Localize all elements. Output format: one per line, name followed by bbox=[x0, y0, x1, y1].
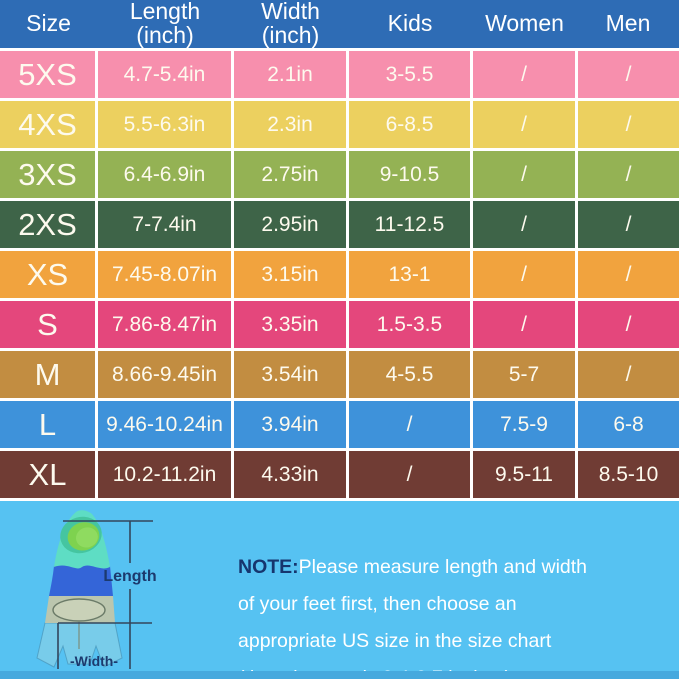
width-cell: 4.33in bbox=[234, 451, 346, 498]
table-row: L 9.46-10.24in 3.94in / 7.5-9 6-8 bbox=[0, 401, 679, 448]
kids-cell: / bbox=[349, 401, 470, 448]
women-cell: 9.5-11 bbox=[473, 451, 575, 498]
women-cell: / bbox=[473, 51, 575, 98]
length-cell: 10.2-11.2in bbox=[98, 451, 231, 498]
kids-cell: 13-1 bbox=[349, 251, 470, 298]
length-cell: 8.66-9.45in bbox=[98, 351, 231, 398]
men-cell: / bbox=[578, 251, 679, 298]
size-cell: L bbox=[0, 401, 95, 448]
women-cell: 5-7 bbox=[473, 351, 575, 398]
table-row: S 7.86-8.47in 3.35in 1.5-3.5 / / bbox=[0, 301, 679, 348]
bottom-strip bbox=[0, 671, 679, 679]
table-row: XS 7.45-8.07in 3.15in 13-1 / / bbox=[0, 251, 679, 298]
table-row: 5XS 4.7-5.4in 2.1in 3-5.5 / / bbox=[0, 51, 679, 98]
length-cell: 7-7.4in bbox=[98, 201, 231, 248]
size-cell: M bbox=[0, 351, 95, 398]
kids-cell: / bbox=[349, 451, 470, 498]
length-cell: 5.5-6.3in bbox=[98, 101, 231, 148]
length-cell: 7.45-8.07in bbox=[98, 251, 231, 298]
length-cell: 9.46-10.24in bbox=[98, 401, 231, 448]
header-women: Women bbox=[485, 10, 564, 37]
fin-size-table: Size Length (inch) Width (inch) Kids Wom… bbox=[0, 0, 679, 498]
size-cell: XS bbox=[0, 251, 95, 298]
table-row: 3XS 6.4-6.9in 2.75in 9-10.5 / / bbox=[0, 151, 679, 198]
header-width: Width (inch) bbox=[261, 0, 320, 48]
men-cell: 8.5-10 bbox=[578, 451, 679, 498]
length-measure-line bbox=[58, 520, 153, 624]
table-header-row: Size Length (inch) Width (inch) Kids Wom… bbox=[0, 0, 679, 48]
size-cell: XL bbox=[0, 451, 95, 498]
header-kids: Kids bbox=[387, 10, 433, 37]
women-cell: / bbox=[473, 101, 575, 148]
width-cell: 3.54in bbox=[234, 351, 346, 398]
note-paragraph: NOTE:Please measure length and width of … bbox=[238, 512, 658, 679]
size-cell: 2XS bbox=[0, 201, 95, 248]
length-cell: 7.86-8.47in bbox=[98, 301, 231, 348]
fin-sole-ring bbox=[52, 598, 106, 622]
size-cell: S bbox=[0, 301, 95, 348]
women-cell: / bbox=[473, 301, 575, 348]
note-section: Length -Width- NOTE:Please measure lengt… bbox=[0, 498, 679, 679]
men-cell: / bbox=[578, 151, 679, 198]
table-row: 2XS 7-7.4in 2.95in 11-12.5 / / bbox=[0, 201, 679, 248]
men-cell: / bbox=[578, 101, 679, 148]
header-size: Size bbox=[26, 10, 71, 37]
table-row: XL 10.2-11.2in 4.33in / 9.5-11 8.5-10 bbox=[0, 451, 679, 498]
kids-cell: 9-10.5 bbox=[349, 151, 470, 198]
width-cell: 3.35in bbox=[234, 301, 346, 348]
men-cell: / bbox=[578, 351, 679, 398]
women-cell: / bbox=[473, 201, 575, 248]
swim-fin-illustration: Length -Width- bbox=[36, 510, 157, 669]
fin-foot-pocket bbox=[60, 516, 102, 554]
women-cell: / bbox=[473, 151, 575, 198]
table-row: M 8.66-9.45in 3.54in 4-5.5 5-7 / bbox=[0, 351, 679, 398]
width-measure-line bbox=[57, 623, 131, 669]
header-men: Men bbox=[605, 10, 651, 37]
kids-cell: 3-5.5 bbox=[349, 51, 470, 98]
table-row: 4XS 5.5-6.3in 2.3in 6-8.5 / / bbox=[0, 101, 679, 148]
kids-cell: 4-5.5 bbox=[349, 351, 470, 398]
note-text: Please measure length and width of your … bbox=[238, 556, 588, 679]
width-label: -Width- bbox=[70, 653, 118, 669]
width-cell: 3.15in bbox=[234, 251, 346, 298]
kids-cell: 11-12.5 bbox=[349, 201, 470, 248]
women-cell: / bbox=[473, 251, 575, 298]
header-length: Length (inch) bbox=[129, 0, 201, 48]
length-cell: 6.4-6.9in bbox=[98, 151, 231, 198]
width-cell: 2.3in bbox=[234, 101, 346, 148]
size-cell: 3XS bbox=[0, 151, 95, 198]
men-cell: / bbox=[578, 301, 679, 348]
kids-cell: 1.5-3.5 bbox=[349, 301, 470, 348]
women-cell: 7.5-9 bbox=[473, 401, 575, 448]
size-cell: 4XS bbox=[0, 101, 95, 148]
width-cell: 2.75in bbox=[234, 151, 346, 198]
size-cell: 5XS bbox=[0, 51, 95, 98]
length-cell: 4.7-5.4in bbox=[98, 51, 231, 98]
length-label: Length bbox=[103, 568, 156, 585]
kids-cell: 6-8.5 bbox=[349, 101, 470, 148]
fin-band bbox=[49, 564, 113, 596]
men-cell: 6-8 bbox=[578, 401, 679, 448]
width-cell: 2.1in bbox=[234, 51, 346, 98]
width-cell: 2.95in bbox=[234, 201, 346, 248]
note-label: NOTE: bbox=[238, 556, 299, 578]
men-cell: / bbox=[578, 201, 679, 248]
width-cell: 3.94in bbox=[234, 401, 346, 448]
men-cell: / bbox=[578, 51, 679, 98]
